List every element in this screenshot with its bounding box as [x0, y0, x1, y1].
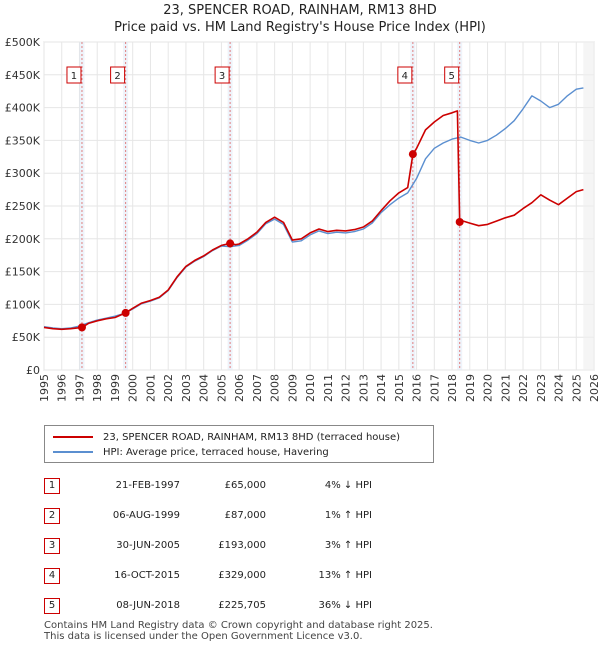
- x-tick-label: 2022: [517, 374, 530, 402]
- chart-title: 23, SPENCER ROAD, RAINHAM, RM13 8HD: [163, 3, 437, 18]
- x-tick-label: 2014: [375, 374, 388, 402]
- x-tick-label: 2016: [411, 374, 424, 402]
- sale-row: 1 21-FEB-1997 £65,000 4% ↓ HPI: [0, 478, 600, 496]
- x-tick-label: 2021: [499, 374, 512, 402]
- sale-date: 06-AUG-1999: [112, 510, 180, 521]
- y-tick-label: £150K: [5, 266, 41, 279]
- sale-price: £193,000: [218, 540, 266, 551]
- sale-row: 2 06-AUG-1999 £87,000 1% ↑ HPI: [0, 508, 600, 526]
- y-tick-label: £100K: [5, 298, 41, 311]
- sale-row: 4 16-OCT-2015 £329,000 13% ↑ HPI: [0, 568, 600, 586]
- x-tick-label: 2004: [198, 374, 211, 402]
- sale-marker-box: [66, 66, 82, 84]
- x-tick-label: 2000: [127, 374, 140, 402]
- y-tick-label: £500K: [5, 36, 41, 49]
- footer: Contains HM Land Registry data © Crown c…: [44, 620, 433, 642]
- x-tick-label: 2025: [570, 374, 583, 402]
- sale-marker-box: [397, 66, 413, 84]
- sale-point: [77, 323, 86, 332]
- x-tick-label: 2023: [535, 374, 548, 402]
- sale-row: 5 08-JUN-2018 £225,705 36% ↓ HPI: [0, 598, 600, 616]
- sale-marker-label: 3: [219, 71, 225, 82]
- legend-item-property: 23, SPENCER ROAD, RAINHAM, RM13 8HD (ter…: [53, 430, 400, 444]
- sale-number: 1: [44, 478, 60, 494]
- sale-price: £65,000: [224, 480, 266, 491]
- sale-marker-box: [444, 66, 460, 84]
- y-tick-label: £200K: [5, 233, 41, 246]
- sale-date: 21-FEB-1997: [115, 480, 180, 491]
- sale-marker-label: 2: [114, 71, 120, 82]
- sale-hpi-change: 1% ↑ HPI: [324, 510, 372, 521]
- x-tick-label: 2002: [162, 374, 175, 402]
- x-tick-label: 2005: [215, 374, 228, 402]
- x-tick-label: 1998: [91, 374, 104, 402]
- x-tick-label: 2017: [428, 374, 441, 402]
- sale-hpi-change: 13% ↑ HPI: [318, 570, 372, 581]
- y-tick-label: £400K: [5, 102, 41, 115]
- x-tick-label: 2003: [180, 374, 193, 402]
- sale-number: 4: [44, 568, 60, 584]
- x-tick-label: 2001: [144, 374, 157, 402]
- x-tick-label: 1999: [109, 374, 122, 402]
- sale-hpi-change: 3% ↑ HPI: [324, 540, 372, 551]
- sale-number: 3: [44, 538, 60, 554]
- footer-copyright: Contains HM Land Registry data © Crown c…: [44, 620, 433, 631]
- y-tick-label: £450K: [5, 69, 41, 82]
- x-tick-label: 1996: [56, 374, 69, 402]
- sale-point: [408, 150, 417, 159]
- sale-row: 3 30-JUN-2005 £193,000 3% ↑ HPI: [0, 538, 600, 556]
- x-tick-label: 2018: [446, 374, 459, 402]
- sale-date: 08-JUN-2018: [116, 600, 180, 611]
- x-tick-label: 1995: [38, 374, 51, 402]
- x-tick-label: 2026: [588, 374, 600, 402]
- x-tick-label: 1997: [73, 374, 86, 402]
- x-tick-label: 2006: [233, 374, 246, 402]
- y-tick-label: £50K: [12, 331, 41, 344]
- legend-label-hpi: HPI: Average price, terraced house, Have…: [103, 446, 329, 458]
- sale-marker-box: [214, 66, 230, 84]
- y-tick-label: £350K: [5, 134, 41, 147]
- sale-date: 30-JUN-2005: [116, 540, 180, 551]
- sale-date: 16-OCT-2015: [114, 570, 180, 581]
- sale-price: £329,000: [218, 570, 266, 581]
- price-chart: £0 £50K £100K £150K £200K £250K £300K £350K £400…: [5, 36, 600, 402]
- x-tick-label: 2010: [304, 374, 317, 402]
- sale-point: [121, 308, 130, 317]
- sale-marker-label: 5: [449, 71, 455, 82]
- y-tick-label: £300K: [5, 167, 41, 180]
- x-tick-label: 2019: [464, 374, 477, 402]
- legend: 23, SPENCER ROAD, RAINHAM, RM13 8HD (ter…: [44, 425, 434, 463]
- sale-marker-box: [110, 66, 126, 84]
- x-tick-label: 2024: [553, 374, 566, 402]
- forecast-zone: [583, 42, 594, 370]
- x-tick-label: 2007: [251, 374, 264, 402]
- sale-point: [455, 217, 464, 226]
- sale-price: £225,705: [218, 600, 266, 611]
- sale-number: 2: [44, 508, 60, 524]
- y-tick-label: £250K: [5, 200, 41, 213]
- sale-point: [226, 239, 235, 248]
- legend-item-hpi: HPI: Average price, terraced house, Have…: [53, 445, 329, 459]
- sale-hpi-change: 4% ↓ HPI: [324, 480, 372, 491]
- sale-hpi-change: 36% ↓ HPI: [318, 600, 372, 611]
- sale-number: 5: [44, 598, 60, 614]
- x-tick-label: 2008: [269, 374, 282, 402]
- sale-price: £87,000: [224, 510, 266, 521]
- x-tick-label: 2015: [393, 374, 406, 402]
- x-tick-label: 2020: [482, 374, 495, 402]
- y-tick-label: £0: [26, 364, 40, 377]
- sale-marker-label: 1: [71, 71, 77, 82]
- x-tick-label: 2011: [322, 374, 335, 402]
- legend-label-property: 23, SPENCER ROAD, RAINHAM, RM13 8HD (ter…: [103, 431, 401, 443]
- x-tick-label: 2012: [340, 374, 353, 402]
- x-tick-label: 2009: [286, 374, 299, 402]
- legend-swatch-hpi: [53, 451, 93, 453]
- x-tick-label: 2013: [357, 374, 370, 402]
- sale-marker-label: 4: [402, 71, 408, 82]
- footer-license: This data is licensed under the Open Gov…: [44, 631, 363, 642]
- chart-subtitle: Price paid vs. HM Land Registry's House …: [114, 20, 486, 35]
- legend-swatch-property: [53, 436, 93, 438]
- series-line-property: [43, 110, 584, 331]
